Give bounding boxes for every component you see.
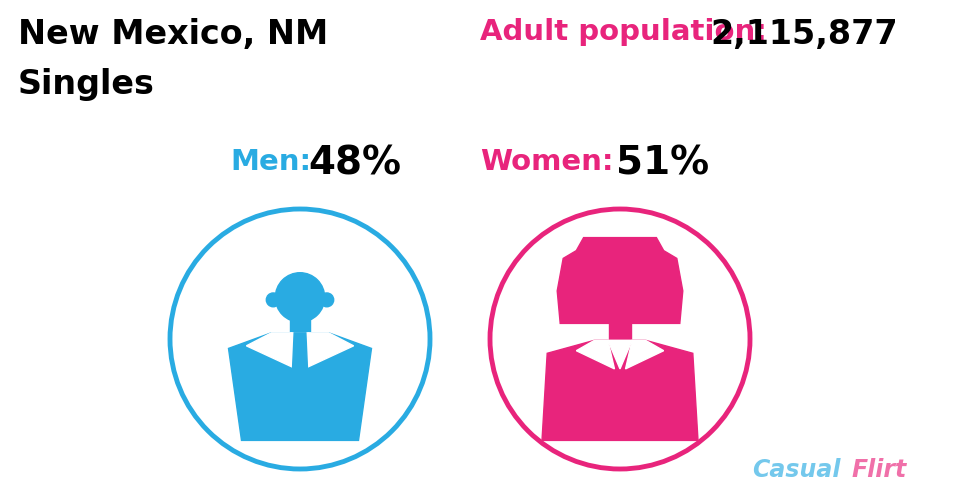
Circle shape (276, 273, 324, 323)
Circle shape (266, 294, 280, 307)
Polygon shape (303, 333, 353, 369)
Polygon shape (247, 333, 297, 369)
Polygon shape (290, 316, 310, 333)
Polygon shape (292, 333, 308, 394)
Polygon shape (576, 341, 614, 369)
Polygon shape (542, 341, 698, 440)
Polygon shape (626, 341, 663, 369)
Text: Singles: Singles (18, 68, 155, 101)
Text: Women:: Women: (480, 148, 613, 176)
Polygon shape (608, 341, 632, 369)
Text: Casual: Casual (752, 457, 841, 481)
Polygon shape (609, 324, 631, 341)
Text: Flirt: Flirt (852, 457, 907, 481)
Text: New Mexico, NM: New Mexico, NM (18, 18, 328, 51)
Text: 51%: 51% (616, 145, 709, 183)
Circle shape (320, 294, 334, 307)
Polygon shape (291, 333, 309, 375)
Text: 48%: 48% (308, 145, 401, 183)
Polygon shape (228, 333, 372, 440)
Text: 2,115,877: 2,115,877 (710, 18, 898, 51)
Text: Men:: Men: (230, 148, 311, 176)
Text: Adult population:: Adult population: (480, 18, 767, 46)
Polygon shape (557, 238, 683, 324)
